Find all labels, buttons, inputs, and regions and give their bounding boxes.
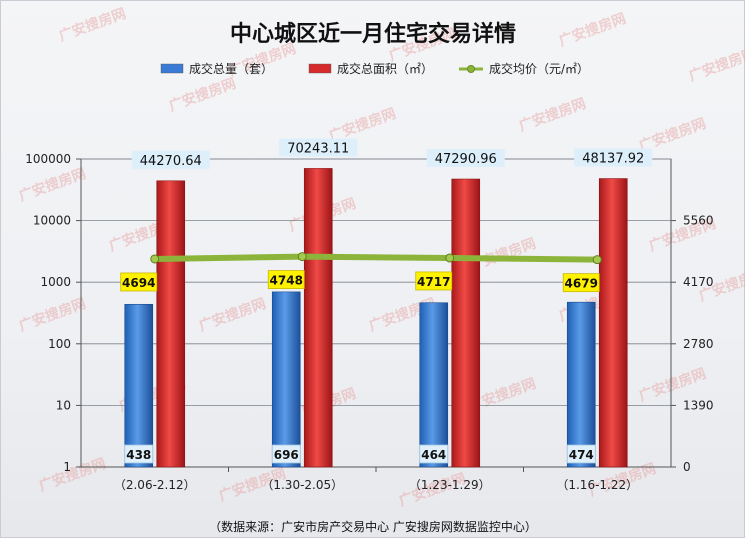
y-right-tick-label: 0	[683, 460, 691, 474]
chart-title: 中心城区近一月住宅交易详情	[230, 21, 516, 47]
y-right-tick-label: 5560	[683, 214, 714, 228]
legend-swatch	[308, 63, 332, 74]
price-point	[297, 252, 307, 262]
area-label-box	[574, 148, 653, 167]
x-category-label: （1.23-1.29）	[409, 478, 491, 492]
watermark-text: 广安搜房网	[17, 295, 89, 335]
bar-area	[303, 168, 333, 468]
price-data-label: 4679	[565, 277, 598, 291]
watermark-text: 广安搜房网	[517, 95, 589, 135]
price-data-label: 4748	[270, 274, 303, 288]
y-right-tick-label: 1390	[683, 398, 714, 412]
count-data-label: 696	[274, 448, 299, 462]
price-label-box	[562, 273, 600, 293]
x-category-label: （1.30-2.05）	[261, 478, 343, 492]
price-line	[154, 253, 598, 263]
area-label-box	[426, 149, 505, 168]
legend-label: 成交均价（元/㎡）	[489, 61, 589, 76]
price-point	[445, 253, 455, 263]
count-label-box	[271, 444, 301, 464]
y-left-tick-label: 100	[48, 337, 71, 351]
price-label-box	[267, 270, 305, 289]
y-right-tick-label: 4170	[683, 275, 714, 289]
area-label-box	[131, 150, 210, 169]
bar-count	[566, 301, 596, 468]
watermark-text: 广安搜房网	[557, 10, 629, 50]
count-label-box	[566, 444, 596, 464]
price-point	[150, 254, 160, 264]
bar-count	[124, 303, 154, 468]
bar-count	[419, 302, 449, 468]
count-data-label: 464	[421, 448, 446, 462]
legend-swatch	[160, 63, 184, 74]
price-point	[592, 255, 602, 265]
legend-label: 成交总面积（㎡）	[337, 61, 433, 76]
count-label-box	[419, 444, 449, 464]
data-source-note: （数据来源：广安市房产交易中心 广安搜房网数据监控中心）	[209, 519, 537, 534]
watermark-text: 广安搜房网	[37, 455, 109, 495]
legend-label: 成交总量（套）	[189, 61, 273, 76]
watermark-text: 广安搜房网	[197, 295, 269, 335]
legend-marker	[467, 65, 475, 73]
area-data-label: 48137.92	[582, 152, 644, 167]
x-category-label: （1.16-1.22）	[556, 478, 638, 492]
bar-area	[156, 180, 186, 468]
x-category-label: （2.06-2.12）	[114, 478, 196, 492]
y-right-tick-label: 2780	[683, 337, 714, 351]
area-label-box	[279, 138, 358, 157]
count-data-label: 474	[569, 448, 594, 462]
price-data-label: 4717	[417, 275, 450, 289]
area-data-label: 47290.96	[435, 152, 497, 167]
price-label-box	[415, 271, 453, 291]
bar-count	[271, 291, 301, 468]
count-data-label: 438	[126, 448, 151, 462]
y-left-tick-label: 1000	[40, 275, 71, 289]
count-label-box	[124, 444, 154, 464]
watermark-text: 广安搜房网	[57, 5, 129, 45]
y-left-tick-label: 1	[63, 460, 71, 474]
area-data-label: 44270.64	[140, 154, 202, 169]
y-left-tick-label: 10	[56, 398, 71, 412]
price-data-label: 4694	[122, 276, 155, 290]
area-data-label: 70243.11	[287, 141, 349, 156]
price-label-box	[120, 272, 158, 292]
bar-area	[598, 178, 628, 468]
y-left-tick-label: 10000	[33, 214, 71, 228]
watermark-text: 广安搜房网	[167, 75, 239, 115]
bar-area	[451, 178, 481, 468]
watermark-text: 广安搜房网	[17, 165, 89, 205]
y-left-tick-label: 100000	[25, 152, 71, 166]
watermark-text: 广安搜房网	[687, 45, 745, 85]
